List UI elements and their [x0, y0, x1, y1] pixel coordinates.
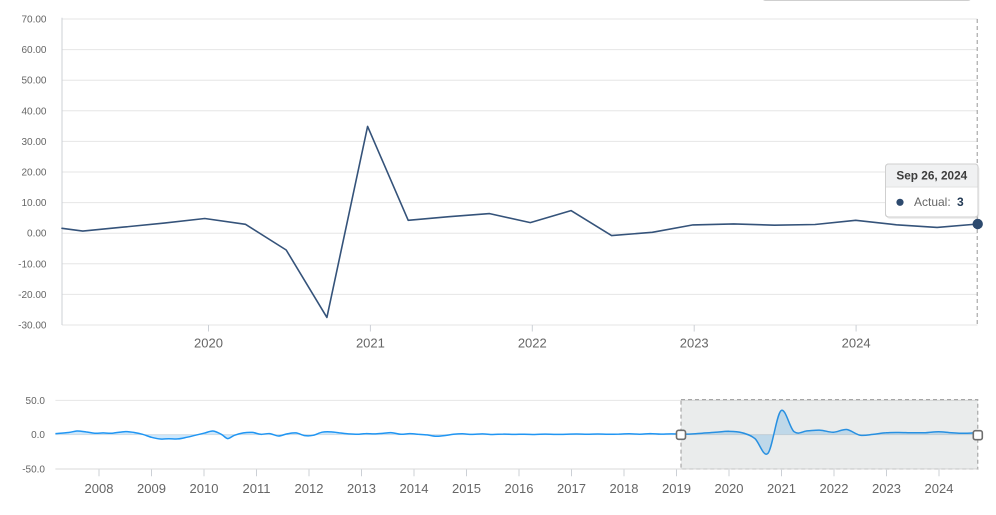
svg-text:Actual:: Actual: — [914, 195, 951, 209]
svg-text:2018: 2018 — [610, 481, 639, 496]
svg-text:20.00: 20.00 — [21, 168, 46, 179]
svg-text:10.00: 10.00 — [21, 198, 46, 209]
svg-text:2013: 2013 — [347, 481, 376, 496]
svg-text:2014: 2014 — [400, 481, 429, 496]
svg-text:-20.00: -20.00 — [18, 290, 47, 301]
svg-text:-30.00: -30.00 — [18, 321, 47, 332]
svg-text:30.00: 30.00 — [21, 137, 46, 148]
svg-text:-10.00: -10.00 — [18, 259, 47, 270]
svg-text:2022: 2022 — [820, 481, 849, 496]
svg-text:Sep 26, 2024: Sep 26, 2024 — [896, 169, 967, 183]
svg-text:70.00: 70.00 — [21, 15, 46, 26]
svg-text:2024: 2024 — [925, 481, 954, 496]
svg-text:50.00: 50.00 — [21, 76, 46, 87]
svg-text:2020: 2020 — [194, 336, 223, 351]
svg-text:2023: 2023 — [680, 336, 709, 351]
svg-text:2008: 2008 — [85, 481, 114, 496]
svg-text:2015: 2015 — [452, 481, 481, 496]
svg-text:40.00: 40.00 — [21, 106, 46, 117]
svg-text:2010: 2010 — [190, 481, 219, 496]
svg-text:2022: 2022 — [518, 336, 547, 351]
svg-text:2019: 2019 — [662, 481, 691, 496]
svg-text:50.0: 50.0 — [26, 396, 46, 407]
svg-text:2017: 2017 — [557, 481, 586, 496]
svg-text:2021: 2021 — [767, 481, 796, 496]
svg-text:2020: 2020 — [715, 481, 744, 496]
svg-text:2012: 2012 — [295, 481, 324, 496]
svg-text:0.0: 0.0 — [31, 430, 45, 441]
svg-text:2011: 2011 — [243, 481, 271, 496]
svg-text:0.00: 0.00 — [27, 229, 47, 240]
svg-text:2009: 2009 — [137, 481, 166, 496]
svg-text:3: 3 — [957, 195, 964, 209]
svg-text:2024: 2024 — [842, 336, 871, 351]
svg-text:60.00: 60.00 — [21, 45, 46, 56]
svg-text:-50.0: -50.0 — [22, 464, 45, 475]
svg-text:2023: 2023 — [872, 481, 901, 496]
svg-text:2016: 2016 — [505, 481, 534, 496]
svg-text:2021: 2021 — [356, 336, 385, 351]
